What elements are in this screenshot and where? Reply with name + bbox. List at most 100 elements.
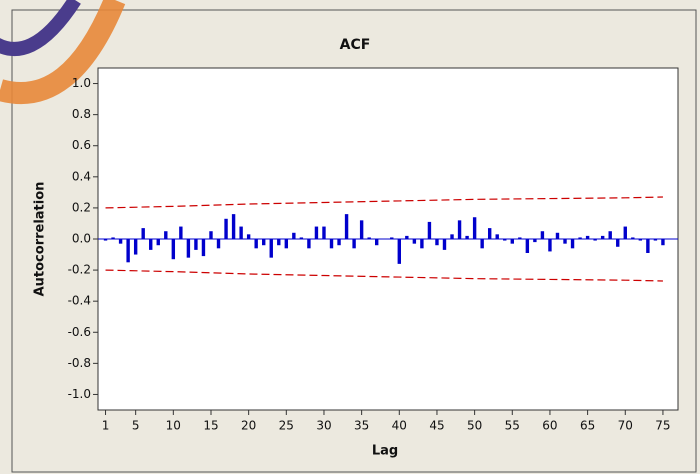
bar bbox=[586, 236, 589, 239]
y-tick-label: 0.4 bbox=[72, 169, 91, 183]
y-tick-label: 0.0 bbox=[72, 232, 91, 246]
x-tick-label: 35 bbox=[354, 419, 369, 433]
bar bbox=[172, 239, 175, 259]
bar bbox=[119, 239, 122, 244]
bar bbox=[616, 239, 619, 247]
bar bbox=[292, 233, 295, 239]
y-tick-label: -0.6 bbox=[68, 325, 91, 339]
bar bbox=[202, 239, 205, 256]
bar bbox=[367, 237, 370, 239]
y-tick-label: -1.0 bbox=[68, 387, 91, 401]
bar bbox=[526, 239, 529, 253]
x-tick-label: 70 bbox=[618, 419, 633, 433]
bar bbox=[541, 231, 544, 239]
y-tick-label: -0.4 bbox=[68, 294, 91, 308]
bar bbox=[164, 231, 167, 239]
x-tick-label: 60 bbox=[542, 419, 557, 433]
x-tick-label: 25 bbox=[279, 419, 294, 433]
bar bbox=[511, 239, 514, 244]
bar bbox=[390, 237, 393, 239]
bar bbox=[480, 239, 483, 248]
bar bbox=[285, 239, 288, 248]
bar bbox=[639, 239, 642, 241]
chart-title: ACF bbox=[340, 37, 371, 53]
x-tick-label: 65 bbox=[580, 419, 595, 433]
bar bbox=[548, 239, 551, 251]
bar bbox=[111, 237, 114, 239]
x-tick-label: 15 bbox=[203, 419, 218, 433]
bar bbox=[337, 239, 340, 245]
bar bbox=[277, 239, 280, 245]
bar bbox=[104, 239, 107, 241]
bar bbox=[149, 239, 152, 250]
x-tick-label: 10 bbox=[166, 419, 181, 433]
bar bbox=[300, 237, 303, 239]
bar bbox=[473, 217, 476, 239]
bar bbox=[631, 237, 634, 239]
bar bbox=[413, 239, 416, 244]
bar bbox=[217, 239, 220, 248]
x-axis-title: Lag bbox=[372, 444, 398, 459]
y-tick-label: 1.0 bbox=[72, 76, 91, 90]
bar bbox=[179, 227, 182, 239]
bar bbox=[496, 234, 499, 239]
bar bbox=[254, 239, 257, 248]
bar bbox=[533, 239, 536, 242]
x-tick-label: 45 bbox=[429, 419, 444, 433]
bar bbox=[405, 236, 408, 239]
y-tick-label: 0.8 bbox=[72, 107, 91, 121]
bar bbox=[157, 239, 160, 245]
bar bbox=[450, 234, 453, 239]
bar bbox=[360, 220, 363, 239]
x-tick-label: 75 bbox=[655, 419, 670, 433]
bar bbox=[398, 239, 401, 264]
bar bbox=[624, 227, 627, 239]
bar bbox=[556, 233, 559, 239]
bar bbox=[609, 231, 612, 239]
bar bbox=[262, 239, 265, 245]
bar bbox=[315, 227, 318, 239]
x-tick-label: 40 bbox=[392, 419, 407, 433]
y-tick-label: 0.6 bbox=[72, 138, 91, 152]
page: {"chart_data": {"type": "bar", "title": … bbox=[0, 0, 700, 474]
bar bbox=[578, 237, 581, 239]
bar bbox=[141, 228, 144, 239]
x-tick-label: 55 bbox=[505, 419, 520, 433]
bar bbox=[239, 227, 242, 239]
bar bbox=[646, 239, 649, 253]
bar bbox=[435, 239, 438, 245]
bar bbox=[330, 239, 333, 248]
bar bbox=[593, 239, 596, 241]
bar bbox=[383, 239, 386, 240]
bar bbox=[270, 239, 273, 258]
bar bbox=[488, 228, 491, 239]
bar bbox=[307, 239, 310, 248]
bar bbox=[187, 239, 190, 258]
x-tick-label: 30 bbox=[316, 419, 331, 433]
x-tick-label: 50 bbox=[467, 419, 482, 433]
bar bbox=[375, 239, 378, 245]
bar bbox=[518, 237, 521, 239]
bar bbox=[134, 239, 137, 255]
bar bbox=[322, 227, 325, 239]
bar bbox=[571, 239, 574, 248]
bar bbox=[247, 234, 250, 239]
y-tick-label: -0.2 bbox=[68, 263, 91, 277]
bar bbox=[428, 222, 431, 239]
bar bbox=[443, 239, 446, 250]
x-tick-label: 5 bbox=[132, 419, 140, 433]
y-axis-title: Autocorrelation bbox=[33, 182, 48, 297]
bar bbox=[209, 231, 212, 239]
bar bbox=[352, 239, 355, 248]
bar bbox=[194, 239, 197, 250]
bar bbox=[458, 220, 461, 239]
bar bbox=[420, 239, 423, 248]
chart: ACF Lag Autocorrelation 1.00.80.60.40.20… bbox=[0, 0, 700, 474]
bar bbox=[232, 214, 235, 239]
bar bbox=[601, 236, 604, 239]
bar bbox=[661, 239, 664, 245]
bar bbox=[563, 239, 566, 244]
bar bbox=[345, 214, 348, 239]
bar bbox=[224, 219, 227, 239]
x-tick-label: 1 bbox=[102, 419, 110, 433]
